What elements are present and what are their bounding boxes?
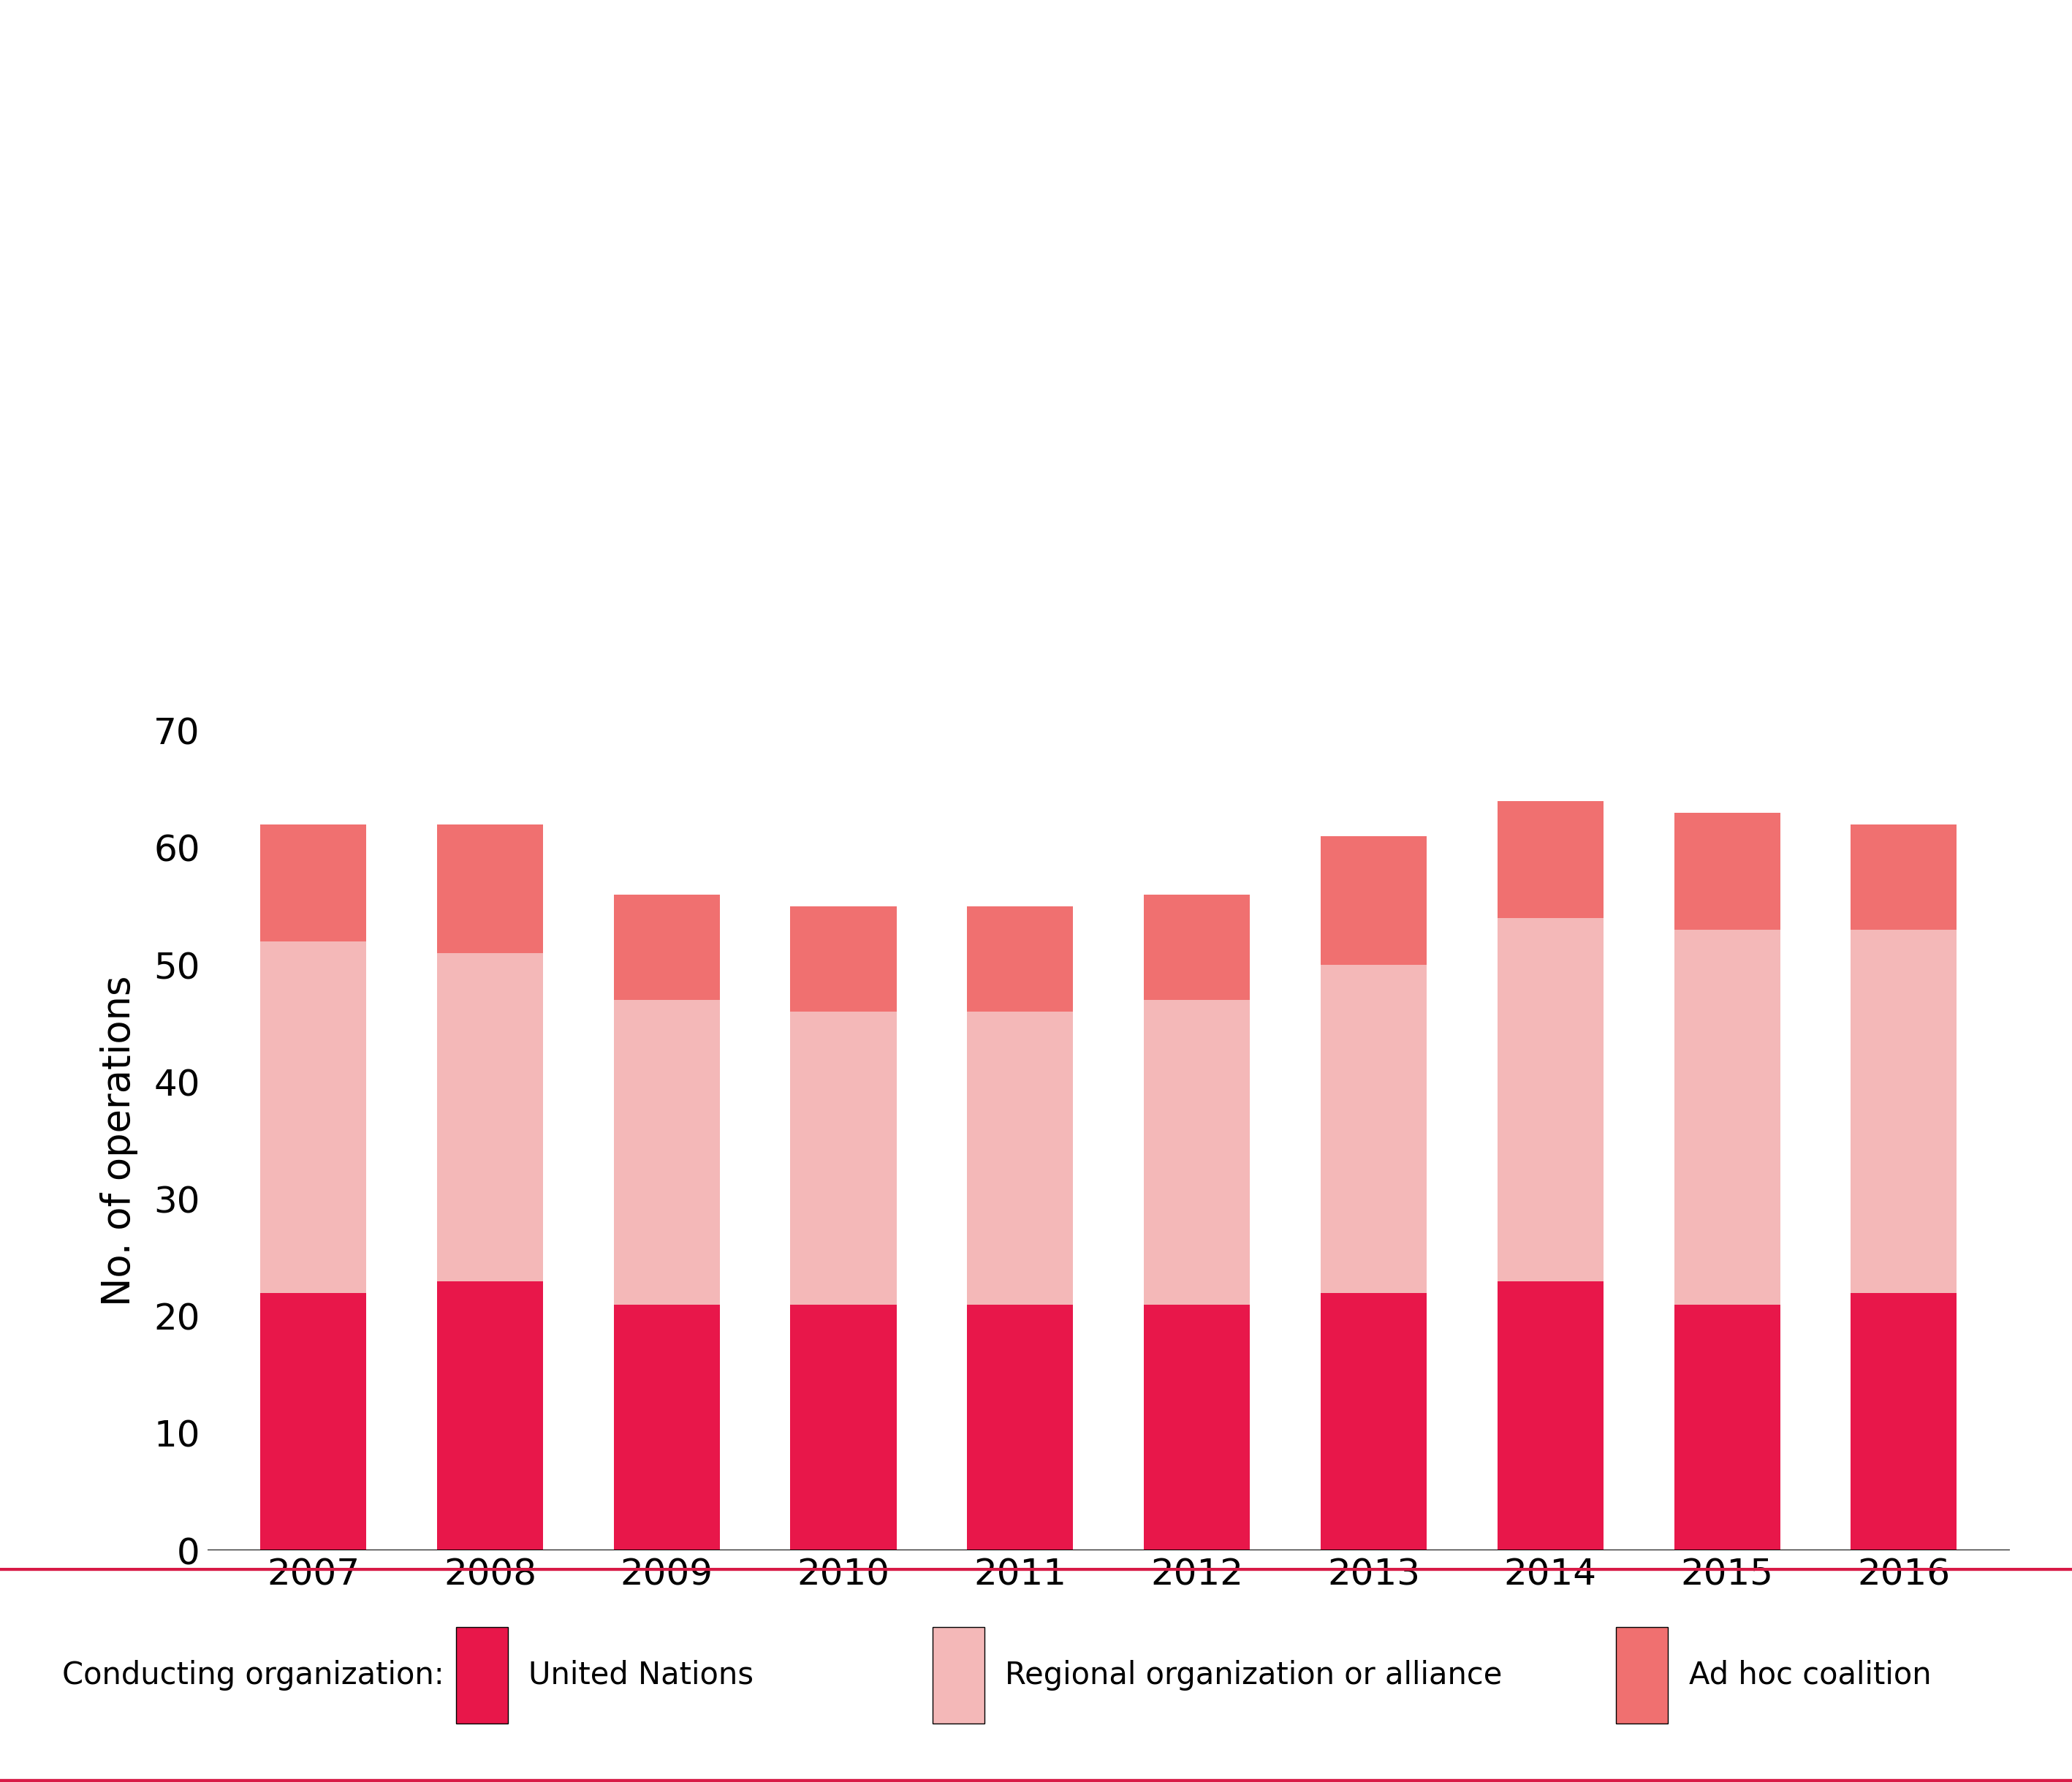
Bar <box>789 1012 897 1304</box>
Bar <box>1144 895 1249 1000</box>
Bar <box>613 1000 719 1304</box>
Bar <box>613 895 719 1000</box>
Bar <box>1674 930 1780 1304</box>
Text: Conducting organization:: Conducting organization: <box>62 1659 443 1691</box>
Text: United Nations: United Nations <box>528 1659 754 1691</box>
Bar <box>261 825 367 941</box>
Bar <box>261 941 367 1292</box>
Y-axis label: No. of operations: No. of operations <box>99 975 139 1306</box>
Bar <box>437 825 543 953</box>
Bar <box>968 907 1073 1012</box>
Text: Regional organization or alliance: Regional organization or alliance <box>1005 1659 1502 1691</box>
Text: NO. OF MULTILATERAL PEACE
OPERATIONS, BY TYPE OF
CONDUCTING ORGANIZATION,
2007–1: NO. OF MULTILATERAL PEACE OPERATIONS, BY… <box>83 159 1312 483</box>
Bar <box>1498 1281 1604 1550</box>
FancyBboxPatch shape <box>932 1627 984 1723</box>
Bar <box>613 1304 719 1550</box>
Bar <box>1320 964 1428 1292</box>
Bar <box>968 1304 1073 1550</box>
Bar <box>1850 930 1956 1292</box>
FancyBboxPatch shape <box>1616 1627 1668 1723</box>
Bar <box>1850 825 1956 930</box>
Bar <box>1320 836 1428 964</box>
Bar <box>437 953 543 1281</box>
Bar <box>789 1304 897 1550</box>
Bar <box>789 907 897 1012</box>
Bar <box>1144 1304 1249 1550</box>
Bar <box>1144 1000 1249 1304</box>
Bar <box>1674 1304 1780 1550</box>
Bar <box>1850 1292 1956 1550</box>
Bar <box>968 1012 1073 1304</box>
Text: Ad hoc coalition: Ad hoc coalition <box>1689 1659 1931 1691</box>
Bar <box>1498 800 1604 918</box>
Bar <box>1498 918 1604 1281</box>
Bar <box>261 1292 367 1550</box>
Bar <box>1320 1292 1428 1550</box>
Bar <box>1674 813 1780 930</box>
Bar <box>437 1281 543 1550</box>
FancyBboxPatch shape <box>456 1627 508 1723</box>
